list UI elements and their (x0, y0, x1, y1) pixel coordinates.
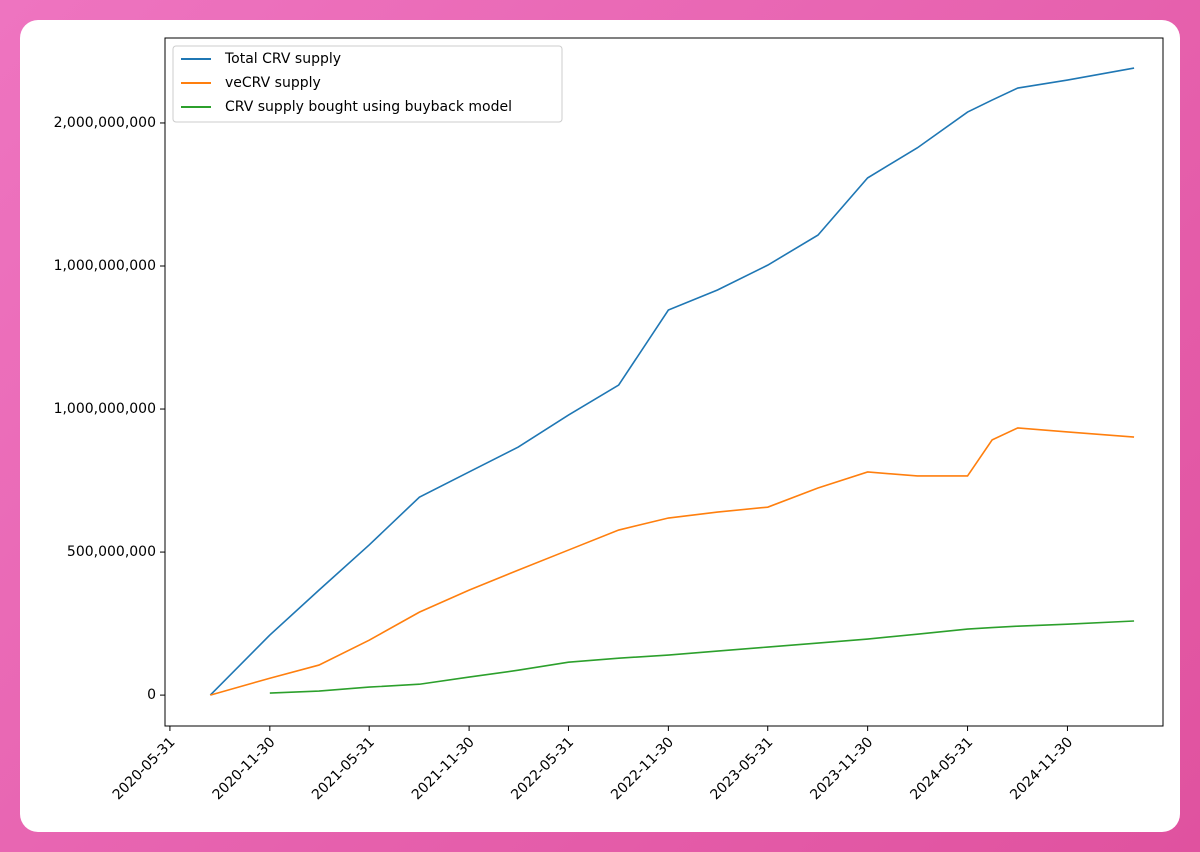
x-tick-label: 2023-11-30 (807, 734, 876, 803)
legend-label: Total CRV supply (224, 51, 341, 67)
y-tick-label: 0 (147, 687, 156, 703)
y-tick-label: 1,000,000,000 (54, 401, 156, 417)
x-tick-label: 2020-05-31 (110, 734, 179, 803)
x-tick-label: 2021-05-31 (309, 734, 378, 803)
x-tick-label: 2022-05-31 (508, 734, 577, 803)
x-tick-label: 2022-11-30 (608, 734, 677, 803)
legend-label: CRV supply bought using buyback model (225, 99, 512, 115)
x-tick-label: 2020-11-30 (210, 734, 279, 803)
legend-box (172, 45, 563, 123)
series-line (269, 620, 1135, 694)
x-tick-label: 2023-05-31 (708, 734, 777, 803)
card (20, 20, 1180, 832)
legend-label: veCRV supply (225, 75, 321, 91)
x-tick-label: 2024-11-30 (1007, 734, 1076, 803)
y-tick-label: 2,000,000,000 (54, 115, 156, 131)
y-tick-label: 1,000,000,000 (54, 258, 156, 274)
y-tick-label: 500,000,000 (67, 544, 156, 560)
series-line (210, 427, 1135, 696)
series-line (209, 67, 1135, 696)
plot-frame (164, 37, 1164, 727)
x-tick-label: 2024-05-31 (907, 734, 976, 803)
x-tick-label: 2021-11-30 (409, 734, 478, 803)
